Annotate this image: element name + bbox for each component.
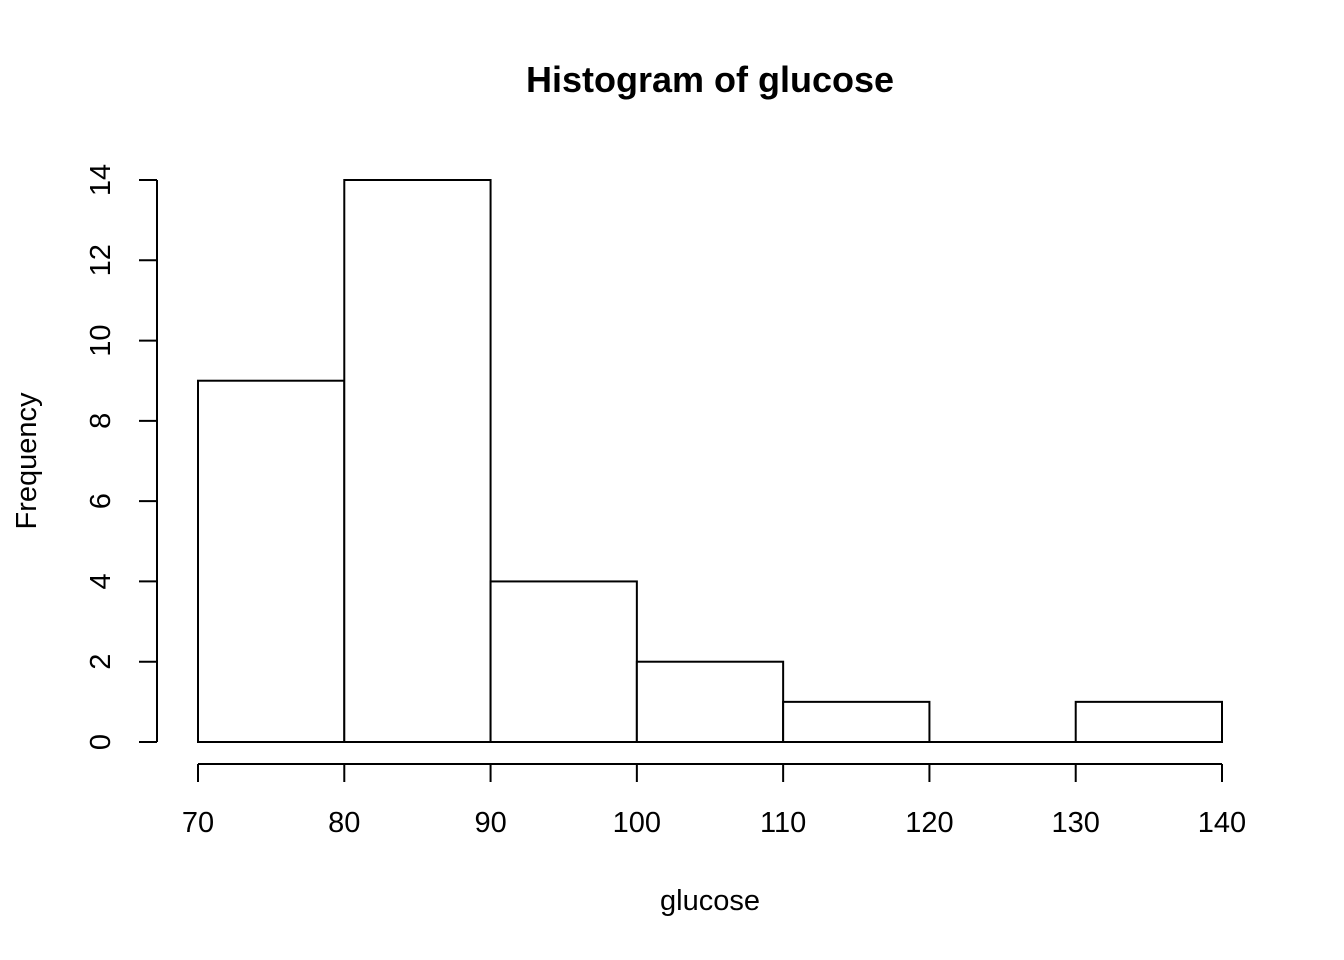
x-tick-label: 140 xyxy=(1198,807,1246,839)
x-tick-label: 70 xyxy=(182,807,214,839)
y-tick-label: 14 xyxy=(85,164,117,196)
y-tick-label: 6 xyxy=(85,493,117,509)
y-tick-label: 4 xyxy=(85,573,117,589)
y-tick-label: 8 xyxy=(85,413,117,429)
x-tick-label: 110 xyxy=(760,807,806,839)
histogram-bar-3 xyxy=(489,580,638,744)
x-tick-label: 80 xyxy=(328,807,360,839)
x-axis: 70 80 90 100 110 120 130 140 xyxy=(182,763,1246,839)
histogram-bar-7 xyxy=(1074,700,1223,743)
histogram-bar-4 xyxy=(635,660,785,744)
histogram-bar-1 xyxy=(197,379,346,743)
histogram-bar-5 xyxy=(782,700,931,743)
x-tick-label: 100 xyxy=(613,807,661,839)
y-tick-label: 2 xyxy=(85,654,117,670)
y-tick-label: 10 xyxy=(85,324,117,356)
chart-title: Histogram of glucose xyxy=(526,59,894,100)
y-axis-label: Frequency xyxy=(11,392,43,530)
histogram-bar-2 xyxy=(343,179,492,743)
bars-group xyxy=(197,179,1223,744)
x-axis-label: glucose xyxy=(660,885,760,917)
y-tick-label: 12 xyxy=(85,244,117,276)
y-axis: 0 2 4 6 8 10 12 14 xyxy=(85,164,158,750)
x-tick-label: 120 xyxy=(905,807,953,839)
x-tick-label: 130 xyxy=(1052,807,1100,839)
x-tick-label: 90 xyxy=(474,807,506,839)
y-tick-label: 0 xyxy=(85,734,117,750)
